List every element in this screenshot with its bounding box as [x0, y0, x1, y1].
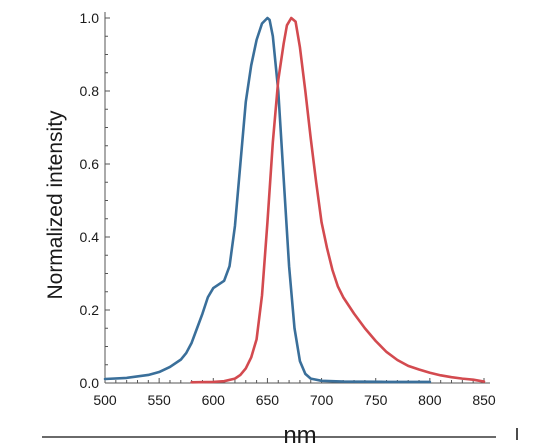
x-tick-label: 500 — [93, 392, 117, 408]
x-tick-label: 750 — [364, 392, 388, 408]
x-tick-label: 800 — [418, 392, 442, 408]
series-layer — [103, 16, 486, 384]
y-tick-label: 0.6 — [80, 156, 100, 172]
x-tick-label: 650 — [256, 392, 280, 408]
y-tick-label: 0.4 — [80, 229, 100, 245]
series-line-red — [190, 16, 486, 384]
y-tick-label: 1.0 — [80, 10, 100, 26]
series-line-blue — [103, 16, 432, 384]
x-axis: 500 550 600 650 700 750 800 850 — [93, 378, 496, 408]
x-tick-label: 550 — [147, 392, 171, 408]
y-axis: 0.0 0.2 0.4 0.6 0.8 1.0 — [80, 10, 110, 391]
y-tick-label: 0.8 — [80, 83, 100, 99]
y-tick-label: 0.0 — [80, 375, 100, 391]
x-tick-label: 600 — [202, 392, 226, 408]
x-tick-label: 700 — [310, 392, 334, 408]
x-tick-label: 850 — [472, 392, 496, 408]
y-axis-title: Normalized intensity — [44, 110, 67, 300]
x-axis-title: nm — [283, 422, 316, 445]
y-tick-label: 0.2 — [80, 302, 100, 318]
